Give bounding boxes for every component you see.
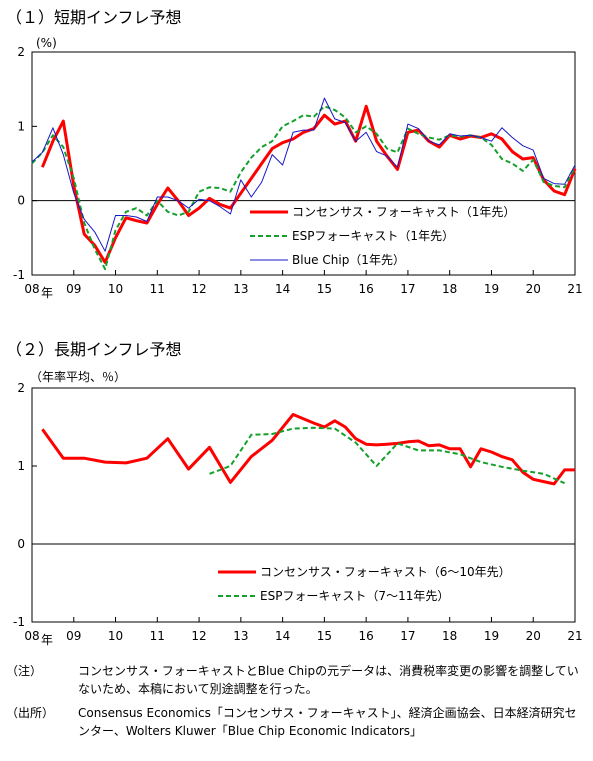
x-tick-label: 09	[66, 282, 81, 296]
x-tick-label: 13	[233, 282, 248, 296]
chart1-title: （１）短期インフレ予想	[6, 8, 182, 27]
x-tick-label: 10	[108, 629, 123, 643]
x-tick-label: 16	[359, 282, 374, 296]
legend-label: コンセンサス・フォーキャスト（6～10年先）	[260, 565, 511, 579]
x-tick-label: 20	[526, 629, 541, 643]
series-line	[209, 426, 566, 485]
chart1-unit-label: (%)	[36, 36, 57, 50]
x-tick-label: 21	[567, 629, 582, 643]
legend-label: Blue Chip（1年先）	[292, 253, 405, 267]
note-text: コンセンサス・フォーキャストとBlue Chipの元データは、消費税率変更の影響…	[78, 664, 579, 696]
plot-frame	[31, 51, 576, 276]
long-term-inflation-chart: 210-108 09 10 11 12 13 14 15 16 17 18 19 20 21年コンセンサス…	[13, 381, 583, 647]
y-tick-label: 2	[17, 381, 25, 395]
x-tick-label: 19	[484, 282, 499, 296]
x-tick-label: 21	[567, 282, 582, 296]
footnotes: （注） コンセンサス・フォーキャストとBlue Chipの元データは、消費税率変…	[6, 662, 586, 740]
x-tick-label: 17	[400, 629, 415, 643]
x-tick-label: 12	[191, 629, 206, 643]
x-tick-label: 08	[24, 629, 39, 643]
note-label: （注）	[6, 664, 43, 678]
y-tick-label: 0	[17, 194, 25, 208]
x-tick-label: 13	[233, 629, 248, 643]
x-tick-label: 11	[150, 629, 165, 643]
y-tick-label: 0	[17, 537, 25, 551]
legend-label: コンセンサス・フォーキャスト（1年先）	[292, 205, 515, 219]
note-row: （注） コンセンサス・フォーキャストとBlue Chipの元データは、消費税率変…	[6, 662, 586, 698]
short-term-inflation-chart: 210-108 09 10 11 12 13 14 15 16 17 18 19 20 21年コンセンサス…	[13, 45, 583, 300]
y-tick-label: 2	[17, 45, 25, 59]
x-tick-label: 19	[484, 629, 499, 643]
x-tick-label: 15	[317, 629, 332, 643]
x-tick-label: 08	[24, 282, 39, 296]
x-tick-label: 18	[442, 282, 457, 296]
y-tick-label: 1	[17, 459, 25, 473]
x-tick-label: 20	[526, 282, 541, 296]
chart2-unit-label: （年率平均、％）	[30, 370, 127, 384]
source-label: （出所）	[6, 706, 55, 720]
x-tick-label: 11	[150, 282, 165, 296]
x-tick-label: 14	[275, 629, 290, 643]
x-tick-label: 14	[275, 282, 290, 296]
x-tick-label: 16	[359, 629, 374, 643]
legend-label: ESPフォーキャスト（1年先）	[292, 229, 454, 243]
series-line	[31, 97, 576, 252]
plot-frame	[31, 387, 576, 623]
series-line	[41, 413, 575, 486]
x-year-suffix: 年	[41, 633, 53, 647]
x-tick-label: 12	[191, 282, 206, 296]
x-tick-label: 17	[400, 282, 415, 296]
x-tick-label: 18	[442, 629, 457, 643]
x-tick-label: 15	[317, 282, 332, 296]
x-tick-label: 09	[66, 629, 81, 643]
chart2-title: （２）長期インフレ予想	[6, 340, 182, 359]
legend-label: ESPフォーキャスト（7～11年先）	[260, 589, 449, 603]
source-text: Consensus Economics「コンセンサス・フォーキャスト」、経済企画…	[78, 706, 577, 738]
x-tick-label: 10	[108, 282, 123, 296]
y-tick-label: -1	[13, 615, 25, 629]
series-line	[31, 105, 576, 271]
y-tick-label: 1	[17, 119, 25, 133]
source-row: （出所） Consensus Economics「コンセンサス・フォーキャスト」…	[6, 704, 586, 740]
x-year-suffix: 年	[41, 286, 53, 300]
y-tick-label: -1	[13, 268, 25, 282]
